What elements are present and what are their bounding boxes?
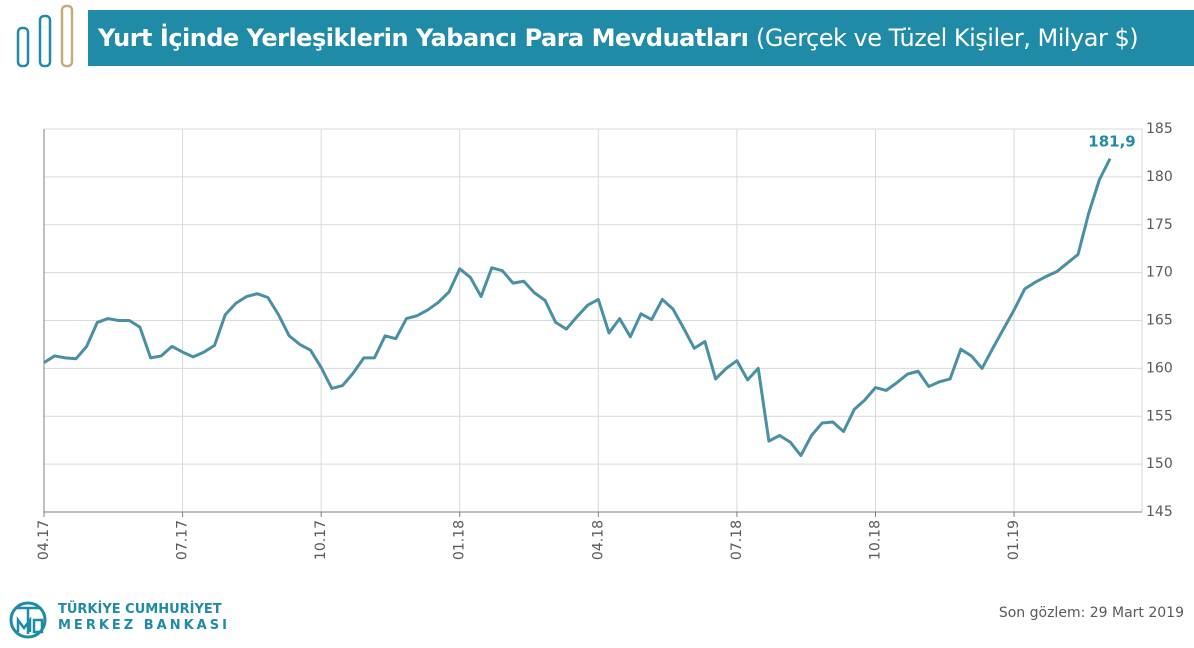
data-label: 181,9 — [1088, 133, 1135, 151]
y-tick-label: 145 — [1146, 504, 1173, 520]
x-tick-label: 07.18 — [729, 520, 745, 560]
y-tick-label: 175 — [1146, 217, 1173, 233]
header-bar: Yurt İçinde Yerleşiklerin Yabancı Para M… — [88, 10, 1194, 66]
header-subtitle: (Gerçek ve Tüzel Kişiler, Milyar $) — [755, 24, 1139, 52]
x-tick-label: 10.17 — [313, 520, 329, 560]
y-tick-label: 165 — [1146, 313, 1173, 329]
x-tick-label: 07.17 — [175, 520, 191, 560]
footnote: Son gözlem: 29 Mart 2019 — [998, 605, 1184, 621]
header-title: Yurt İçinde Yerleşiklerin Yabancı Para M… — [98, 24, 749, 52]
y-tick-label: 150 — [1146, 456, 1173, 472]
logo-line: MERKEZ BANKASI — [58, 618, 230, 633]
x-tick-label: 01.19 — [1006, 520, 1022, 560]
x-tick-label: 04.18 — [590, 520, 606, 560]
y-tick-label: 185 — [1146, 121, 1173, 137]
data-line — [43, 158, 1112, 458]
chart: 145 150 155 160 165 170 175 180 185 04.17 07.17 10.… — [36, 121, 1173, 560]
x-tick-label: 04.17 — [36, 520, 52, 560]
logo-mark — [9, 601, 47, 639]
header-icon — [16, 4, 74, 68]
y-tick-label: 170 — [1146, 265, 1173, 281]
y-tick-label: 155 — [1146, 408, 1173, 424]
logo-line: TÜRKİYE CUMHURİYET — [58, 602, 222, 617]
x-tick-label: 10.18 — [867, 520, 883, 560]
y-tick-label: 180 — [1146, 169, 1173, 185]
x-tick-label: 01.18 — [452, 520, 468, 560]
y-tick-label: 160 — [1146, 360, 1173, 376]
logo-text: TÜRKİYE CUMHURİYET MERKEZ BANKASI — [58, 602, 230, 634]
